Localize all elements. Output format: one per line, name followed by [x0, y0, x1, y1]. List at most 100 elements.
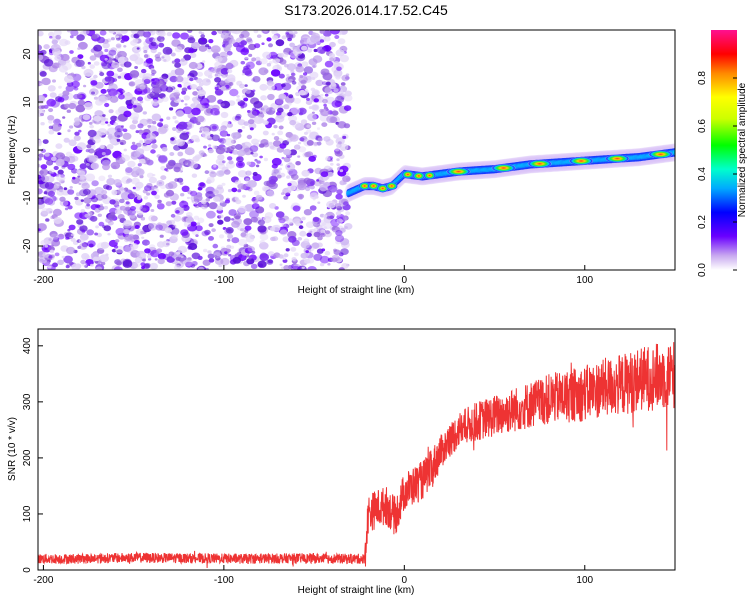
noise-speckle — [62, 90, 70, 96]
noise-speckle — [150, 149, 156, 154]
noise-speckle — [185, 131, 190, 135]
y-tick-label: 0 — [22, 147, 33, 153]
noise-speckle — [169, 92, 180, 101]
noise-speckle — [237, 189, 242, 193]
noise-speckle — [38, 30, 44, 37]
noise-speckle — [283, 148, 292, 156]
noise-speckle — [128, 81, 136, 87]
noise-speckle — [255, 164, 260, 168]
noise-speckle — [266, 62, 272, 67]
noise-speckle — [281, 156, 285, 160]
noise-speckle — [247, 180, 257, 188]
noise-speckle — [102, 163, 110, 171]
noise-speckle — [98, 95, 108, 104]
noise-speckle — [287, 182, 292, 187]
noise-speckle — [263, 120, 269, 125]
noise-speckle — [301, 85, 307, 90]
noise-speckle — [57, 132, 61, 136]
noise-speckle — [192, 91, 199, 96]
noise-speckle — [129, 124, 137, 130]
noise-speckle — [224, 169, 231, 175]
noise-speckle — [86, 163, 90, 166]
noise-speckle — [79, 238, 85, 244]
noise-speckle — [69, 35, 74, 39]
noise-speckle — [151, 113, 162, 121]
ridge-peak — [527, 159, 552, 168]
noise-speckle — [39, 71, 47, 77]
noise-speckle — [63, 137, 70, 143]
noise-speckle — [312, 216, 320, 222]
noise-speckle — [80, 199, 84, 202]
noise-speckle — [300, 119, 308, 125]
noise-speckle — [116, 45, 122, 50]
noise-speckle — [55, 143, 63, 149]
noise-speckle — [157, 52, 162, 56]
noise-speckle — [340, 82, 346, 86]
noise-speckle — [220, 103, 225, 107]
noise-speckle — [202, 60, 206, 63]
noise-speckle — [242, 194, 246, 198]
noise-speckle — [111, 248, 117, 253]
noise-speckle — [45, 218, 50, 222]
noise-speckle — [206, 79, 211, 83]
noise-speckle — [343, 201, 349, 206]
noise-speckle — [255, 194, 263, 201]
noise-speckle — [267, 93, 275, 101]
noise-speckle — [286, 63, 296, 71]
noise-speckle — [175, 138, 185, 147]
noise-speckle — [157, 258, 165, 265]
noise-speckle — [93, 49, 104, 58]
noise-speckle — [297, 107, 307, 115]
noise-speckle — [288, 30, 296, 35]
noise-speckle — [78, 41, 88, 50]
noise-speckle — [212, 189, 219, 195]
noise-speckle — [301, 216, 306, 221]
noise-speckle — [76, 142, 87, 151]
noise-speckle — [236, 156, 244, 163]
noise-speckle — [299, 137, 305, 142]
noise-speckle — [335, 49, 345, 57]
noise-speckle — [313, 48, 318, 53]
noise-speckle — [236, 95, 240, 98]
noise-speckle — [248, 119, 255, 125]
noise-speckle — [114, 130, 123, 138]
noise-speckle — [250, 263, 258, 269]
noise-speckle — [275, 39, 285, 47]
noise-speckle — [57, 97, 65, 103]
noise-speckle — [240, 40, 247, 46]
snr-x-label: Height of straight line (km) — [298, 585, 415, 596]
noise-speckle — [104, 48, 109, 53]
noise-speckle — [241, 142, 246, 146]
noise-speckle — [86, 229, 94, 236]
noise-speckle — [160, 175, 167, 181]
noise-speckle — [59, 38, 69, 47]
noise-speckle — [48, 129, 55, 135]
y-tick-label: 0 — [22, 567, 33, 573]
noise-speckle — [251, 78, 256, 82]
noise-speckle — [64, 207, 69, 211]
noise-speckle — [103, 205, 109, 210]
noise-speckle — [307, 266, 317, 270]
noise-speckle — [44, 152, 50, 157]
noise-speckle — [186, 196, 191, 200]
noise-speckle — [134, 66, 139, 69]
noise-speckle — [335, 95, 345, 103]
noise-speckle — [300, 39, 305, 43]
noise-speckle — [330, 162, 334, 166]
noise-speckle — [295, 123, 305, 131]
noise-speckle — [208, 144, 212, 147]
noise-speckle — [66, 109, 72, 113]
noise-speckle — [198, 82, 204, 87]
noise-speckle — [79, 163, 88, 170]
noise-speckle — [49, 210, 53, 214]
noise-speckle — [65, 265, 70, 269]
noise-speckle — [125, 167, 133, 173]
noise-speckle — [214, 61, 223, 68]
noise-speckle — [324, 250, 331, 256]
noise-speckle — [241, 73, 245, 76]
noise-speckle — [63, 255, 73, 264]
noise-speckle — [53, 217, 63, 224]
noise-speckle — [228, 253, 232, 257]
noise-speckle — [213, 252, 221, 258]
